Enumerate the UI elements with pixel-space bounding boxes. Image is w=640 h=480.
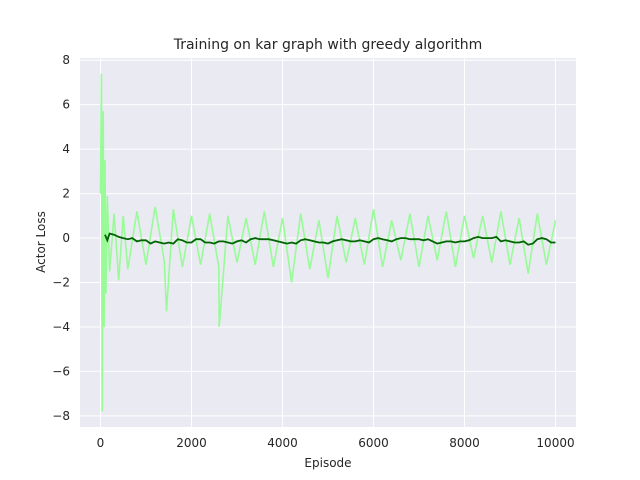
x-tick-label: 0 xyxy=(97,436,105,450)
y-tick-labels: −8 −6 −4 −2 0 2 4 6 8 xyxy=(52,53,70,423)
y-tick-label: −8 xyxy=(52,409,70,423)
x-tick-label: 4000 xyxy=(267,436,298,450)
y-tick-label: 2 xyxy=(62,187,70,201)
x-tick-label: 8000 xyxy=(449,436,480,450)
x-tick-labels: 0 2000 4000 6000 8000 10000 xyxy=(97,436,575,450)
chart-title: Training on kar graph with greedy algori… xyxy=(173,37,483,53)
y-tick-label: 6 xyxy=(62,98,70,112)
y-tick-label: −4 xyxy=(52,320,70,334)
y-tick-label: −6 xyxy=(52,364,70,378)
y-tick-label: 8 xyxy=(62,53,70,67)
y-tick-label: 0 xyxy=(62,231,70,245)
y-tick-label: 4 xyxy=(62,142,70,156)
raw-loss-line xyxy=(99,73,557,412)
y-tick-label: −2 xyxy=(52,276,70,290)
x-tick-label: 6000 xyxy=(358,436,389,450)
y-axis-label: Actor Loss xyxy=(34,211,48,273)
x-tick-label: 2000 xyxy=(176,436,207,450)
x-axis-label: Episode xyxy=(304,456,351,470)
smoothed-loss-line xyxy=(104,232,556,246)
x-tick-label: 10000 xyxy=(536,436,574,450)
